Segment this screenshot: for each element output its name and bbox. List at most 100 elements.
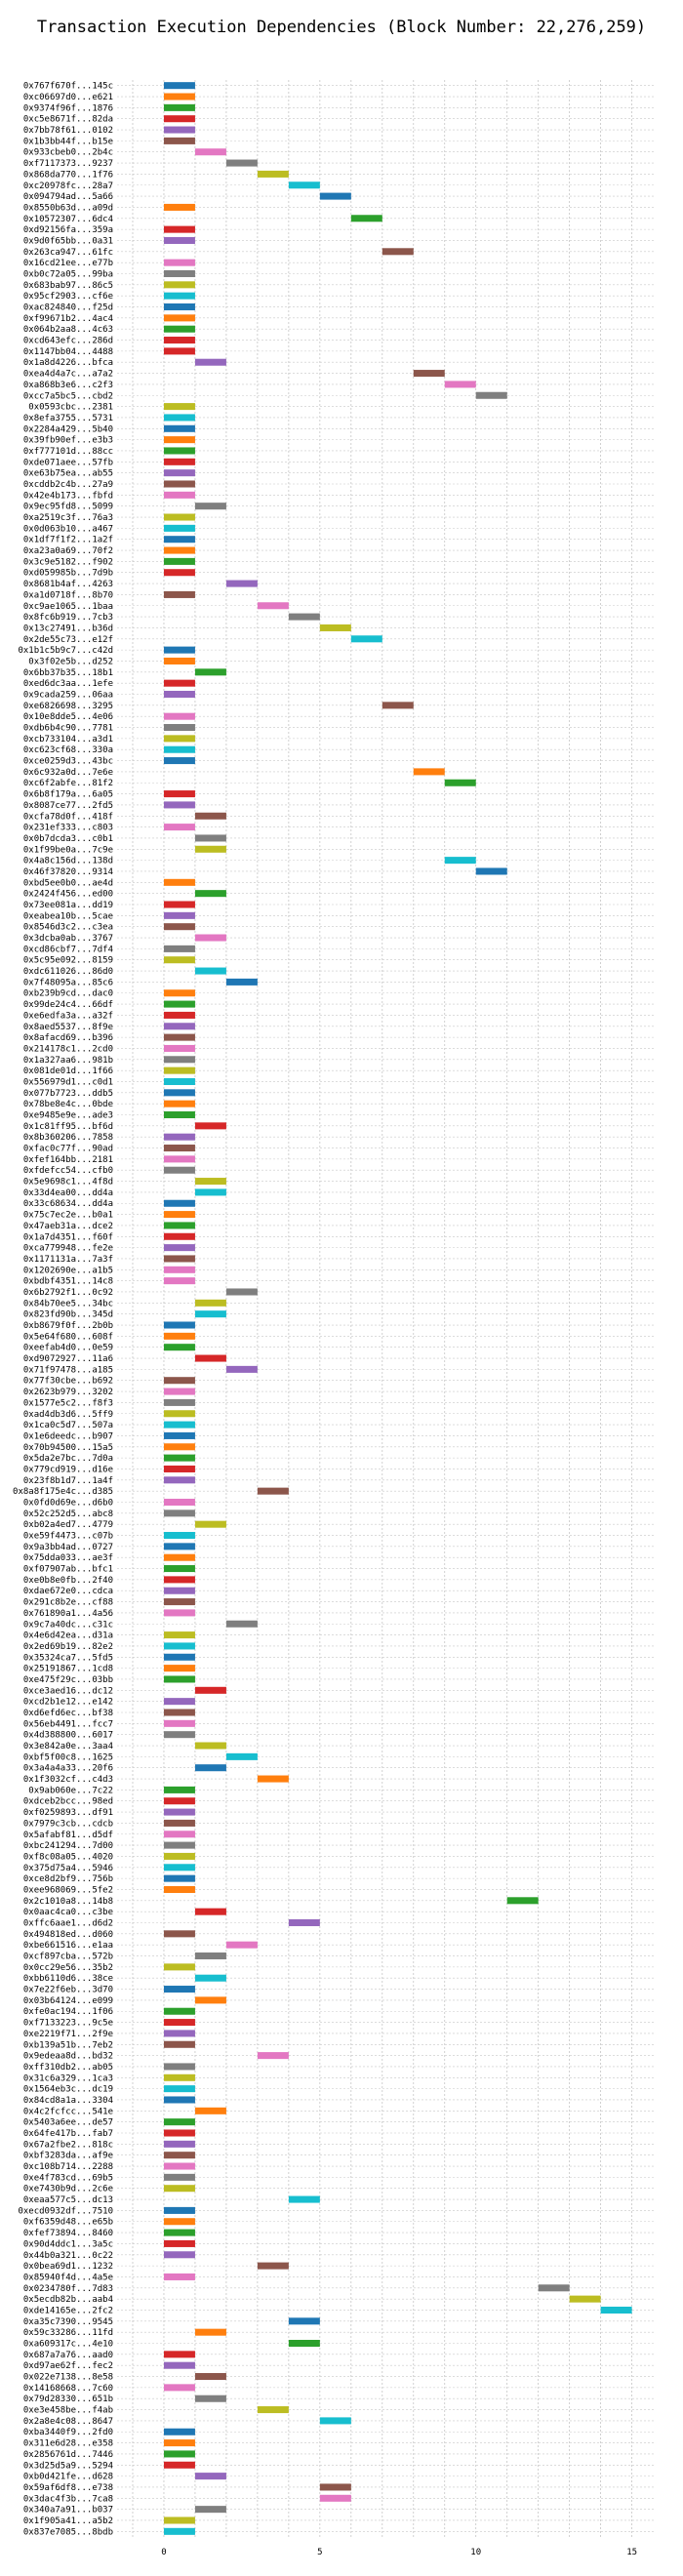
transaction-label: 0x1b1c5b9c7...c42d	[18, 646, 113, 656]
transaction-bar	[163, 657, 195, 664]
transaction-label: 0x7979c3cb...cdcb	[23, 1819, 113, 1829]
transaction-label: 0x70b94500...15a5	[23, 1443, 113, 1453]
transaction-label: 0xcb733104...a3d1	[23, 735, 113, 745]
transaction-bar	[194, 2506, 226, 2514]
transaction-bar	[194, 503, 226, 510]
transaction-bar	[413, 768, 445, 776]
transaction-bar	[163, 1609, 195, 1617]
transaction-bar	[225, 1941, 258, 1949]
transaction-bar	[475, 391, 507, 399]
transaction-label: 0x33c68634...dd4a	[23, 1199, 113, 1209]
transaction-label: 0x3d25d5a9...5294	[23, 2461, 113, 2471]
transaction-label: 0xe9485e9e...ade3	[23, 1111, 113, 1121]
transaction-bar	[257, 1487, 289, 1495]
transaction-bar	[163, 2129, 195, 2137]
transaction-bar	[163, 2527, 195, 2535]
transaction-bar	[194, 2473, 226, 2480]
transaction-label: 0x9cada259...06aa	[23, 691, 113, 701]
transaction-label: 0x9374f96f...1876	[23, 103, 113, 113]
transaction-label: 0xd92156fa...359a	[23, 225, 113, 235]
transaction-bar	[163, 989, 195, 997]
transaction-bar	[163, 1852, 195, 1860]
transaction-bar	[163, 2450, 195, 2458]
transaction-label: 0xdb6b4c90...7781	[23, 724, 113, 734]
transaction-bar	[163, 1211, 195, 1219]
transaction-bar	[163, 1398, 195, 1406]
transaction-label: 0x44b0a321...0c22	[23, 2251, 113, 2261]
transaction-bar	[163, 2185, 195, 2193]
transaction-label: 0x7f48095a...85c6	[23, 978, 113, 987]
transaction-label: 0x5ecdb82b...aab4	[23, 2295, 113, 2305]
transaction-label: 0x0aac4ca0...c3be	[23, 1908, 113, 1917]
transaction-bar	[163, 1410, 195, 1418]
transaction-label: 0xe4f783cd...69b5	[23, 2173, 113, 2183]
transaction-label: 0x761890a1...4a56	[23, 1609, 113, 1619]
transaction-label: 0x8b360206...7858	[23, 1133, 113, 1143]
transaction-bar	[163, 93, 195, 101]
transaction-label: 0x2856761d...7446	[23, 2450, 113, 2460]
transaction-label: 0x52c252d5...abc8	[23, 1509, 113, 1519]
transaction-label: 0x494818ed...d060	[23, 1930, 113, 1940]
transaction-bar	[163, 269, 195, 278]
transaction-bar	[163, 1553, 195, 1561]
transaction-bar	[163, 2428, 195, 2435]
transaction-bar	[163, 690, 195, 699]
transaction-label: 0xeabea10b...5cae	[23, 911, 113, 921]
transaction-bar	[163, 2152, 195, 2159]
transaction-label: 0xf07907ab...bfc1	[23, 1565, 113, 1575]
transaction-bar	[163, 712, 195, 720]
transaction-label: 0x9c7a40dc...c31c	[23, 1620, 113, 1630]
transaction-bar	[163, 1145, 195, 1152]
transaction-bar	[163, 414, 195, 422]
transaction-label: 0x1f99be0a...7c9e	[23, 845, 113, 855]
transaction-bar	[163, 1277, 195, 1285]
transaction-label: 0xde071aee...57fb	[23, 458, 113, 467]
transaction-label: 0xcddb2c4b...27a9	[23, 480, 113, 490]
transaction-label: 0x2284a429...5b40	[23, 424, 113, 434]
transaction-bar	[194, 834, 226, 842]
transaction-label: 0xd9072927...11a6	[23, 1354, 113, 1364]
transaction-label: 0xa2519c3f...76a3	[23, 513, 113, 523]
transaction-label: 0x8afacd69...b396	[23, 1033, 113, 1043]
transaction-label: 0x0d063b10...a467	[23, 524, 113, 534]
transaction-label: 0xfdefcc54...cfb0	[23, 1166, 113, 1176]
transaction-label: 0xf7117373...9237	[23, 159, 113, 169]
transaction-label: 0x231ef333...c803	[23, 824, 113, 833]
transaction-bar	[163, 1986, 195, 1993]
transaction-bar	[163, 724, 195, 732]
transaction-label: 0xe3e458be...f4ab	[23, 2406, 113, 2416]
transaction-label: 0xd97ae62f...fec2	[23, 2361, 113, 2371]
transaction-bar	[163, 403, 195, 411]
transaction-label: 0x03b64124...e099	[23, 1996, 113, 2006]
transaction-label: 0xdc611026...86d0	[23, 967, 113, 977]
transaction-bar	[163, 1509, 195, 1517]
transaction-label: 0x8aed5537...8f9e	[23, 1023, 113, 1032]
transaction-label: 0xe6826698...3295	[23, 702, 113, 711]
transaction-label: 0x8a8f175e4c...d385	[13, 1487, 113, 1497]
transaction-bar	[163, 757, 195, 765]
transaction-bar	[163, 2273, 195, 2280]
transaction-label: 0xff310db2...ab05	[23, 2063, 113, 2073]
transaction-label: 0x1a7d4351...f60f	[23, 1232, 113, 1242]
transaction-bar	[194, 2395, 226, 2402]
transaction-bar	[163, 1631, 195, 1639]
transaction-bar	[163, 546, 195, 554]
transaction-label: 0x0cc29e56...35b2	[23, 1963, 113, 1973]
transaction-bar	[319, 2417, 351, 2425]
transaction-bar	[194, 890, 226, 898]
transaction-bar	[163, 347, 195, 355]
transaction-bar	[194, 148, 226, 156]
transaction-label: 0x081de01d...1f66	[23, 1067, 113, 1076]
transaction-bar	[163, 790, 195, 798]
transaction-label: 0x077b7723...ddb5	[23, 1089, 113, 1099]
transaction-bar	[194, 1952, 226, 1960]
transaction-bar	[163, 480, 195, 488]
transaction-bar	[444, 779, 476, 786]
transaction-label: 0x42e4b173...fbfd	[23, 491, 113, 501]
transaction-label: 0x0234780f...7d83	[23, 2284, 113, 2294]
transaction-label: 0x2ed69b19...82e2	[23, 1642, 113, 1652]
transaction-bar	[163, 901, 195, 908]
transaction-label: 0x8087ce77...2fd5	[23, 801, 113, 811]
transaction-bar	[194, 2328, 226, 2336]
transaction-bar	[194, 1310, 226, 1318]
